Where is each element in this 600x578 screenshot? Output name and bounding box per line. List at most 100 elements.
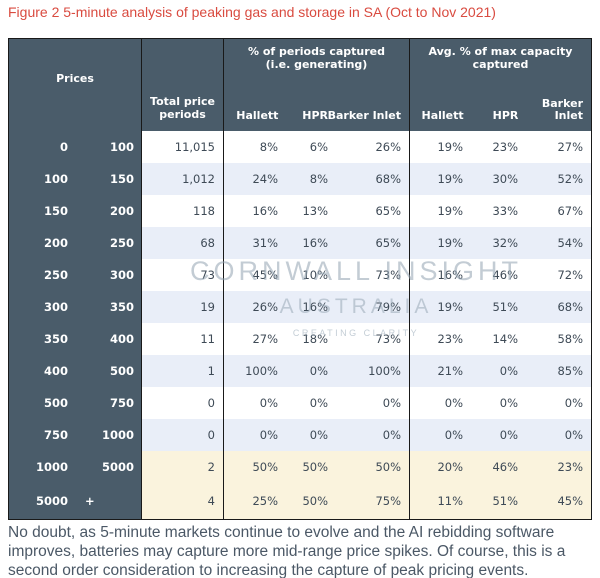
pct-captured-hpr: 13% <box>302 204 328 218</box>
table-row: 350 400 11 27% 18% 73% 23% 14% 58% <box>9 323 591 355</box>
total-price-periods: 1,012 <box>141 163 223 195</box>
subheader-hallett: Hallett <box>421 109 464 122</box>
price-high: 150 <box>75 163 141 195</box>
avg-capacity-barker-inlet: 72% <box>557 268 583 282</box>
total-price-periods: 0 <box>141 387 223 419</box>
price-high: 1000 <box>75 419 141 451</box>
avg-capacity-hallett: 16% <box>409 259 471 291</box>
avg-capacity-barker-inlet: 0% <box>564 396 583 410</box>
avg-capacity-hallett: 19% <box>409 131 471 163</box>
pct-captured-hallett: 31% <box>223 227 286 259</box>
price-high: 200 <box>75 195 141 227</box>
avg-capacity-hpr: 30% <box>492 172 518 186</box>
total-price-periods: 0 <box>141 419 223 451</box>
table-row: 300 350 19 26% 16% 79% 19% 51% 68% <box>9 291 591 323</box>
table-row: 100 150 1,012 24% 8% 68% 19% 30% 52% <box>9 163 591 195</box>
avg-capacity-hpr: 46% <box>492 268 518 282</box>
price-low: 750 <box>9 419 75 451</box>
subheader-hpr: HPR <box>302 109 328 122</box>
pct-captured-barker-inlet: 65% <box>375 204 401 218</box>
price-low: 200 <box>9 227 75 259</box>
price-low: 0 <box>9 131 75 163</box>
total-price-periods: 19 <box>141 291 223 323</box>
avg-capacity-hpr: 0% <box>499 396 518 410</box>
table-row: 5000 +4 25% 50% 75% 11% 51% 45% <box>9 483 591 519</box>
table-row: 500 750 0 0% 0% 0% 0% 0% 0% <box>9 387 591 419</box>
total-price-periods: 4 <box>141 483 223 519</box>
price-high: 750 <box>75 387 141 419</box>
avg-capacity-hpr: 51% <box>492 300 518 314</box>
pct-captured-hpr: 0% <box>309 396 328 410</box>
price-low: 500 <box>9 387 75 419</box>
avg-capacity-hpr: 33% <box>492 204 518 218</box>
price-low: 350 <box>9 323 75 355</box>
table-row: 400 500 1 100% 0% 100% 21% 0% 85% <box>9 355 591 387</box>
pct-captured-barker-inlet: 26% <box>375 140 401 154</box>
pct-captured-hpr: 0% <box>309 428 328 442</box>
total-price-periods: 11 <box>141 323 223 355</box>
avg-capacity-hallett: 21% <box>409 355 471 387</box>
pct-captured-hpr: 0% <box>309 364 328 378</box>
avg-capacity-hpr: 51% <box>492 494 518 508</box>
avg-capacity-hallett: 19% <box>409 291 471 323</box>
pct-captured-barker-inlet: 79% <box>375 300 401 314</box>
avg-capacity-hallett: 19% <box>409 163 471 195</box>
price-high: 300 <box>75 259 141 291</box>
subheader-row: Hallett HPR Barker Inlet <box>410 98 591 131</box>
pct-captured-hallett: 8% <box>223 131 286 163</box>
price-high: 500 <box>75 355 141 387</box>
table-row: 200 250 68 31% 16% 65% 19% 32% 54% <box>9 227 591 259</box>
price-high: 100 <box>75 131 141 163</box>
avg-capacity-barker-inlet: 68% <box>557 300 583 314</box>
pct-captured-hpr: 18% <box>302 332 328 346</box>
pct-captured-hallett: 27% <box>223 323 286 355</box>
pct-captured-barker-inlet: 100% <box>368 364 401 378</box>
avg-max-capacity-label: Avg. % of max capacity captured <box>428 45 573 71</box>
price-low: 100 <box>9 163 75 195</box>
subheader-barker-inlet: Barker Inlet <box>327 109 401 122</box>
subheader-barker-inlet: Barker Inlet <box>541 97 583 122</box>
avg-capacity-barker-inlet: 27% <box>557 140 583 154</box>
total-price-periods: 2 <box>141 451 223 483</box>
pct-captured-hallett: 26% <box>223 291 286 323</box>
pct-periods-captured-label: % of periods captured (i.e. generating) <box>247 45 386 71</box>
table-row: 0 100 11,015 8% 6% 26% 19% 23% 27% <box>9 131 591 163</box>
avg-capacity-barker-inlet: 85% <box>557 364 583 378</box>
price-low: 1000 <box>9 451 75 483</box>
total-price-periods: 11,015 <box>141 131 223 163</box>
pct-captured-barker-inlet: 50% <box>375 460 401 474</box>
pct-captured-barker-inlet: 75% <box>375 494 401 508</box>
price-high: 400 <box>75 323 141 355</box>
table-row: 750 1000 0 0% 0% 0% 0% 0% 0% <box>9 419 591 451</box>
avg-capacity-barker-inlet: 54% <box>557 236 583 250</box>
pct-captured-hpr: 50% <box>302 494 328 508</box>
pct-captured-hallett: 50% <box>223 451 286 483</box>
subheader-hpr: HPR <box>492 109 519 122</box>
avg-max-capacity-group: Avg. % of max capacity captured Hallett … <box>409 39 591 131</box>
pct-captured-hpr: 50% <box>302 460 328 474</box>
pct-captured-barker-inlet: 0% <box>382 428 401 442</box>
pct-captured-barker-inlet: 68% <box>375 172 401 186</box>
total-price-periods-header: Total price periods <box>141 39 223 131</box>
avg-capacity-hpr: 0% <box>499 364 518 378</box>
avg-capacity-barker-inlet: 67% <box>557 204 583 218</box>
pct-captured-barker-inlet: 65% <box>375 236 401 250</box>
total-price-periods: 68 <box>141 227 223 259</box>
avg-capacity-hallett: 0% <box>409 419 471 451</box>
pct-captured-hpr: 16% <box>302 300 328 314</box>
pct-captured-hpr: 16% <box>302 236 328 250</box>
subheader-hallett: Hallett <box>236 109 279 122</box>
avg-capacity-hallett: 11% <box>409 483 471 519</box>
table-row: 150 200 118 16% 13% 65% 19% 33% 67% <box>9 195 591 227</box>
table-row: 1000 5000 2 50% 50% 50% 20% 46% 23% <box>9 451 591 483</box>
avg-capacity-hpr: 32% <box>492 236 518 250</box>
avg-capacity-hpr: 14% <box>492 332 518 346</box>
pct-captured-hallett: 100% <box>223 355 286 387</box>
pct-captured-hallett: 0% <box>223 387 286 419</box>
prices-header: Prices <box>56 72 94 85</box>
subheader-row: Hallett HPR Barker Inlet <box>224 110 409 131</box>
avg-capacity-hallett: 23% <box>409 323 471 355</box>
figure-title: Figure 2 5-minute analysis of peaking ga… <box>8 4 496 20</box>
avg-capacity-hallett: 0% <box>409 387 471 419</box>
avg-capacity-hallett: 19% <box>409 195 471 227</box>
